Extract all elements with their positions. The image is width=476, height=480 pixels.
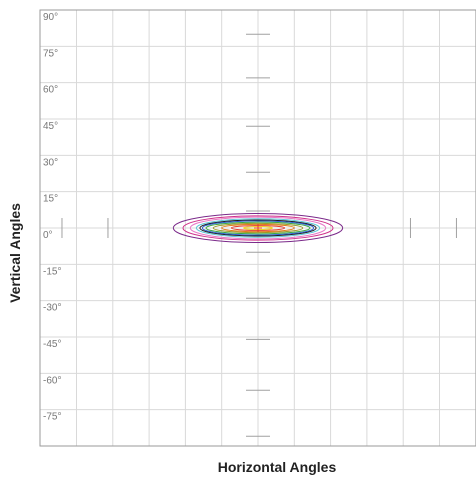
y-tick-label: 30° <box>43 157 58 168</box>
y-tick-label: -45° <box>43 339 61 350</box>
contour-line <box>205 221 311 235</box>
y-axis-title: Vertical Angles <box>7 203 23 303</box>
contour-line <box>172 212 344 244</box>
axis-marks <box>61 33 457 437</box>
contour-line <box>201 220 315 236</box>
y-tick-label: 90° <box>43 12 58 23</box>
contour-line <box>212 222 304 234</box>
contour-line <box>182 215 334 241</box>
y-tick-label: 75° <box>43 48 58 59</box>
y-tick-label: 45° <box>43 121 58 132</box>
y-tick-label: 60° <box>43 85 58 96</box>
x-axis-title: Horizontal Angles <box>218 459 337 475</box>
y-tick-label: -60° <box>43 375 61 386</box>
contour-line <box>199 219 317 237</box>
plot-border <box>39 9 476 447</box>
y-tick-label: -30° <box>43 303 61 314</box>
y-tick-label: 15° <box>43 194 58 205</box>
contour-lines <box>172 212 344 244</box>
y-tick-labels: 90° 75° 60° 45° 30° 15° 0° -15° -30° -45° -60° -75° <box>43 12 61 423</box>
contour-line <box>189 216 327 240</box>
grid-lines <box>40 9 476 446</box>
y-tick-label: -15° <box>43 266 61 277</box>
contour-line <box>195 218 321 238</box>
y-tick-label: -75° <box>43 412 61 423</box>
y-tick-label: 0° <box>43 230 53 241</box>
